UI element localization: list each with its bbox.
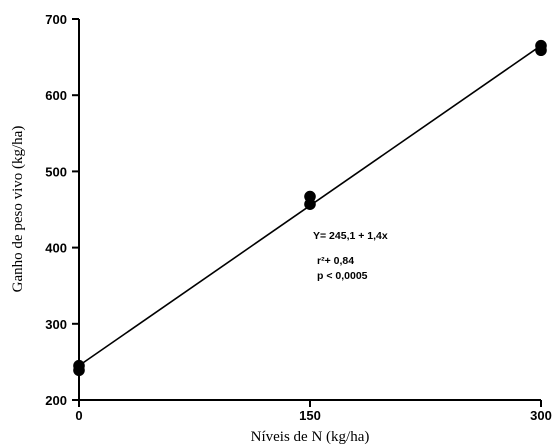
x-tick-label: 0 bbox=[75, 408, 82, 423]
data-point bbox=[304, 198, 316, 210]
x-ticks: 0 150 300 bbox=[75, 400, 552, 423]
y-tick-label: 200 bbox=[45, 393, 67, 408]
y-tick-label: 300 bbox=[45, 317, 67, 332]
y-ticks: 200 300 400 500 600 700 bbox=[45, 12, 79, 408]
data-points bbox=[73, 39, 547, 377]
data-point bbox=[535, 44, 547, 57]
p-value-label: p < 0,0005 bbox=[317, 270, 368, 282]
y-axis-title: Ganho de peso vivo (kg/ha) bbox=[10, 126, 26, 293]
y-tick-label: 500 bbox=[45, 164, 67, 179]
x-axis-title: Níveis de N (kg/ha) bbox=[251, 429, 370, 445]
data-point bbox=[73, 364, 85, 377]
x-tick-label: 300 bbox=[530, 408, 552, 423]
r-squared-label: r²+ 0,84 bbox=[317, 255, 354, 267]
y-tick-label: 400 bbox=[45, 241, 67, 256]
x-tick-label: 150 bbox=[299, 408, 321, 423]
y-tick-label: 700 bbox=[45, 12, 67, 27]
regression-equation: Y= 245,1 + 1,4x bbox=[313, 230, 388, 242]
y-tick-label: 600 bbox=[45, 88, 67, 103]
